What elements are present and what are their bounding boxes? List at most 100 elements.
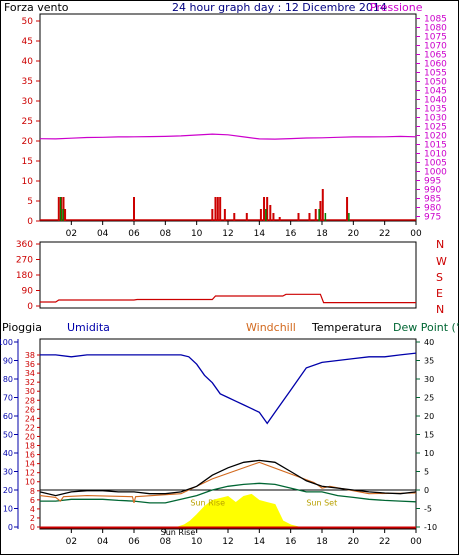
legend-rain: Pioggia [2,321,42,334]
wind-bar [297,213,300,221]
wind-xtick-label: 08 [160,229,172,239]
climate-xtick-label: 18 [316,537,328,547]
rain-ytick-label: 16 [25,451,35,460]
pressure-ytick-label: 1075 [424,33,447,43]
wind-bar [216,197,219,221]
sun-annotation: Sun Set [306,498,337,507]
wind-ytick-label: 40 [22,57,34,67]
temperature-ytick-label: 15 [424,431,434,440]
direction-line [40,293,416,304]
rain-ytick-label: 8 [30,487,35,496]
rain-ytick-label: 18 [25,442,35,451]
rain-ytick-label: 2 [30,514,35,523]
pressure-ytick-label: 1085 [424,15,447,25]
wind-bar [233,213,236,221]
pressure-ytick-label: 1060 [424,60,447,70]
wind-bar [223,209,226,221]
wind-bar [214,197,217,221]
rain-ytick-label: 30 [25,387,35,396]
wind-ytick-label: 20 [22,137,34,147]
climate-xtick-label: 12 [222,537,233,547]
legend-temperature: Temperatura [311,321,382,334]
wind-xtick-label: 04 [97,229,109,239]
wind-xtick-label: 22 [379,229,390,239]
wind-bar [266,197,269,221]
pressure-ytick-label: 980 [424,204,441,214]
humidity-ytick-label: 80 [3,375,13,384]
temperature-ytick-label: 35 [424,357,434,366]
compass-label: N [436,303,444,316]
humidity-ytick-label: 0 [8,523,13,532]
wind-bar [321,189,324,221]
direction-ytick-label: 270 [16,256,33,266]
temperature-ytick-label: 30 [424,375,434,384]
pressure-ytick-label: 1040 [424,96,447,106]
legend-dewpoint: Dew Point (°C [393,321,459,334]
dewpoint-line [40,482,417,504]
pressure-axis-title: Pressione [370,1,423,14]
compass-label: W [436,255,447,268]
wind-bar [272,213,275,221]
climate-xtick-label: 02 [66,537,77,547]
rain-ytick-label: 28 [25,396,35,405]
compass-label: S [436,271,443,284]
gust-bar [318,209,320,221]
wind-bar [245,213,248,221]
rain-ytick-label: 4 [30,505,35,514]
temperature-ytick-label: -5 [424,505,432,514]
wind-ytick-label: 15 [22,157,33,167]
humidity-ytick-label: 20 [3,486,13,495]
wind-ytick-label: 35 [22,77,33,87]
pressure-line [39,133,417,140]
rain-ytick-label: 14 [25,460,35,469]
wind-xtick-label: 16 [285,229,297,239]
gust-bar [324,213,327,221]
humidity-ytick-label: 40 [3,449,13,458]
wind-xtick-label: 14 [254,229,266,239]
sun-annotation: Sun Rise [190,498,225,507]
gust-bar [348,213,350,221]
wind-pressure-layer: 0510152025303540455097598098599099510001… [22,15,448,240]
pressure-ytick-label: 1065 [424,51,447,61]
wind-ytick-label: 10 [22,177,34,187]
direction-ytick-label: 0 [27,302,33,312]
rain-ytick-label: 32 [25,378,35,387]
pressure-ytick-label: 990 [424,186,441,196]
wind-xtick-label: 18 [316,229,328,239]
rain-ytick-label: 10 [25,478,35,487]
wind-xtick-label: 10 [191,229,203,239]
climate-xtick-label: 00 [410,537,422,547]
rain-ytick-label: 22 [25,423,35,432]
pressure-ytick-label: 1050 [424,78,447,88]
temperature-ytick-label: 20 [424,412,434,421]
pressure-ytick-label: 1005 [424,159,447,169]
wind-xtick-label: 00 [410,229,422,239]
wind-ytick-label: 0 [27,217,33,227]
pressure-ytick-label: 985 [424,195,441,205]
temperature-line [39,459,417,497]
rain-ytick-label: 6 [30,496,35,505]
wind-xtick-label: 12 [222,229,233,239]
rain-ytick-label: 0 [30,523,35,532]
temperature-ytick-label: 10 [424,449,434,458]
wind-bar [259,209,262,221]
wind-bar [219,197,222,221]
wind-axis-title: Forza vento [4,1,69,14]
humidity-ytick-label: 100 [0,338,13,347]
climate-xtick-label: 14 [254,537,266,547]
pressure-ytick-label: 1045 [424,87,447,97]
graph-title: 24 hour graph day : 12 Dicembre 2014 [172,1,387,14]
rain-ytick-label: 26 [25,405,35,414]
wind-bar [319,201,322,221]
temperature-ytick-label: 5 [424,468,429,477]
wind-ytick-label: 5 [27,197,33,207]
direction-ytick-label: 180 [16,271,33,281]
pressure-ytick-label: 1010 [424,150,447,160]
climate-xtick-label: 20 [348,537,360,547]
rain-ytick-label: 38 [25,351,35,360]
climate-xtick-label: 22 [379,537,390,547]
pressure-ytick-label: 1030 [424,114,447,124]
wind-xtick-label: 06 [128,229,140,239]
